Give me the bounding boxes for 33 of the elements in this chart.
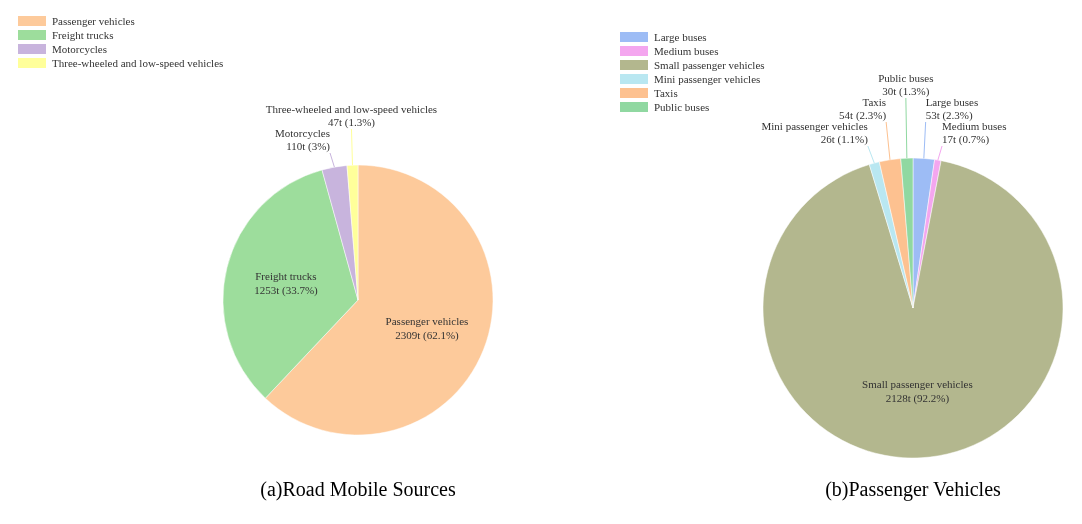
text: (a)Road Mobile Sources	[260, 478, 456, 501]
slice-label: Motorcycles	[275, 127, 331, 139]
data-label: 30t (1.3%)	[882, 85, 930, 98]
legend-label: Public buses	[654, 101, 710, 113]
legend-label: Freight trucks	[52, 29, 114, 41]
legend-label: Taxis	[654, 87, 678, 99]
data-label: 1253t (33.7%)	[254, 284, 319, 298]
text: (b)Passenger Vehicles	[825, 478, 1002, 501]
data-label: 17t (0.7%)	[942, 133, 990, 146]
slice-label: Taxis	[862, 96, 887, 108]
slice-label: Three-wheeled and low-speed vehicles	[265, 103, 438, 115]
data-label: 47t (1.3%)	[327, 116, 376, 129]
legend-label: Passenger vehicles	[52, 15, 135, 27]
data-label: 26t (1.1%)	[820, 133, 869, 146]
slice-label: Passenger vehicles	[385, 315, 469, 328]
slice-label: Freight trucks	[255, 270, 317, 283]
legend-label: Three-wheeled and low-speed vehicles	[52, 57, 224, 69]
slice-label: Mini passenger vehicles	[761, 120, 868, 132]
slice-label: Small passenger vehicles	[862, 378, 973, 391]
legend-label: Small passenger vehicles	[654, 59, 765, 71]
legend-label: Motorcycles	[52, 43, 107, 55]
slice-label: Large buses	[925, 96, 979, 108]
data-label: 54t (2.3%)	[839, 109, 887, 122]
legend-label: Large buses	[654, 31, 707, 43]
data-label: 53t (2.3%)	[925, 109, 974, 122]
data-label: 2309t (62.1%)	[395, 329, 460, 343]
legend-label: Medium buses	[654, 45, 719, 57]
pie-slice	[762, 160, 1064, 459]
slice-label: Medium buses	[942, 120, 1007, 132]
slice-label: Public buses	[878, 72, 934, 84]
data-label: 110t (3%)	[286, 140, 331, 153]
legend-label: Mini passenger vehicles	[654, 73, 761, 85]
data-label: 2128t (92.2%)	[885, 392, 950, 406]
